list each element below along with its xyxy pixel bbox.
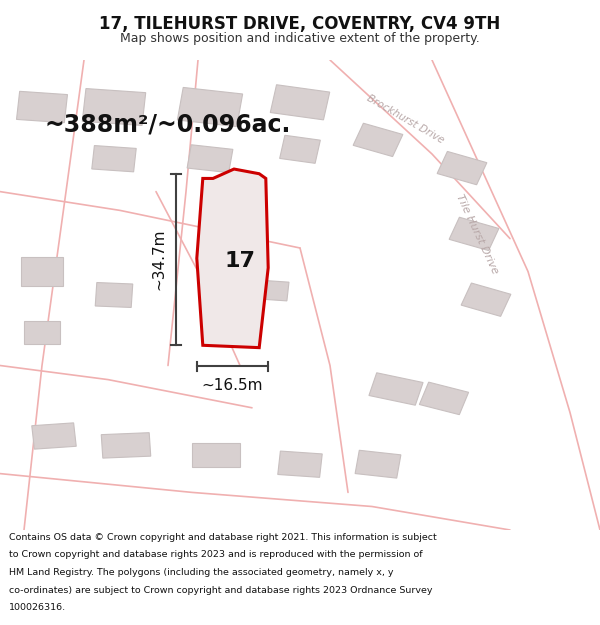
Text: co-ordinates) are subject to Crown copyright and database rights 2023 Ordnance S: co-ordinates) are subject to Crown copyr… bbox=[9, 586, 433, 594]
Polygon shape bbox=[92, 146, 136, 172]
Polygon shape bbox=[17, 91, 67, 123]
Polygon shape bbox=[449, 217, 499, 251]
Polygon shape bbox=[192, 443, 240, 466]
Polygon shape bbox=[101, 432, 151, 458]
Polygon shape bbox=[461, 283, 511, 316]
Text: 17: 17 bbox=[224, 251, 256, 271]
Text: Contains OS data © Crown copyright and database right 2021. This information is : Contains OS data © Crown copyright and d… bbox=[9, 533, 437, 542]
Polygon shape bbox=[355, 450, 401, 478]
Polygon shape bbox=[178, 88, 242, 126]
Text: ~388m²/~0.096ac.: ~388m²/~0.096ac. bbox=[45, 113, 291, 137]
Text: 100026316.: 100026316. bbox=[9, 603, 66, 612]
Polygon shape bbox=[251, 280, 289, 301]
Polygon shape bbox=[82, 89, 146, 126]
Text: Tile Hurst Drive: Tile Hurst Drive bbox=[454, 192, 500, 276]
Text: Brockhurst Drive: Brockhurst Drive bbox=[365, 92, 445, 145]
Text: ~16.5m: ~16.5m bbox=[202, 378, 263, 392]
Text: 17, TILEHURST DRIVE, COVENTRY, CV4 9TH: 17, TILEHURST DRIVE, COVENTRY, CV4 9TH bbox=[100, 15, 500, 33]
Polygon shape bbox=[24, 321, 60, 344]
Polygon shape bbox=[369, 372, 423, 405]
Polygon shape bbox=[95, 282, 133, 308]
Polygon shape bbox=[419, 382, 469, 414]
Polygon shape bbox=[32, 423, 76, 449]
Text: HM Land Registry. The polygons (including the associated geometry, namely x, y: HM Land Registry. The polygons (includin… bbox=[9, 568, 394, 577]
Polygon shape bbox=[270, 85, 330, 120]
Polygon shape bbox=[21, 258, 63, 286]
Polygon shape bbox=[197, 169, 268, 348]
Text: to Crown copyright and database rights 2023 and is reproduced with the permissio: to Crown copyright and database rights 2… bbox=[9, 551, 422, 559]
Polygon shape bbox=[353, 123, 403, 157]
Text: ~34.7m: ~34.7m bbox=[151, 229, 166, 290]
Text: Map shows position and indicative extent of the property.: Map shows position and indicative extent… bbox=[120, 32, 480, 45]
Polygon shape bbox=[437, 151, 487, 185]
Polygon shape bbox=[187, 145, 233, 172]
Polygon shape bbox=[278, 451, 322, 478]
Polygon shape bbox=[280, 135, 320, 163]
